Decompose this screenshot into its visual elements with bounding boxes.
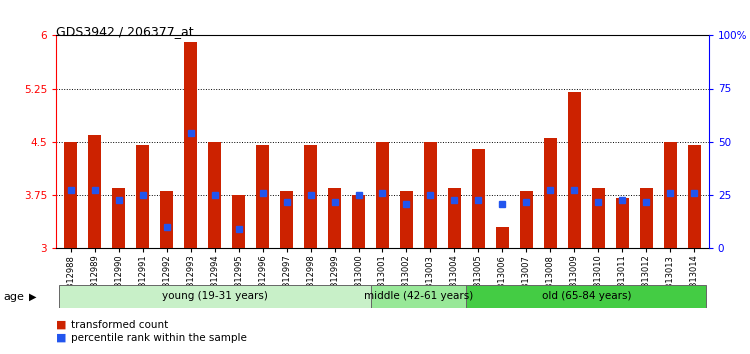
Bar: [184, 42, 197, 248]
Bar: [448, 188, 461, 248]
Bar: [304, 145, 317, 248]
Text: ▶: ▶: [28, 292, 36, 302]
FancyBboxPatch shape: [370, 285, 466, 308]
Text: GDS3942 / 206377_at: GDS3942 / 206377_at: [56, 25, 194, 38]
Bar: [400, 191, 413, 248]
Bar: [568, 92, 581, 248]
Bar: [88, 135, 101, 248]
Bar: [208, 142, 221, 248]
Text: young (19-31 years): young (19-31 years): [162, 291, 268, 302]
Bar: [688, 145, 701, 248]
Text: middle (42-61 years): middle (42-61 years): [364, 291, 473, 302]
Bar: [664, 142, 677, 248]
FancyBboxPatch shape: [58, 285, 370, 308]
Bar: [352, 195, 365, 248]
Bar: [64, 142, 77, 248]
Bar: [280, 191, 293, 248]
Bar: [256, 145, 269, 248]
Bar: [520, 191, 533, 248]
Bar: [136, 145, 149, 248]
Bar: [160, 191, 173, 248]
Bar: [424, 142, 437, 248]
Bar: [640, 188, 653, 248]
Bar: [472, 149, 485, 248]
FancyBboxPatch shape: [466, 285, 706, 308]
Text: percentile rank within the sample: percentile rank within the sample: [71, 333, 248, 343]
Bar: [232, 195, 245, 248]
Text: ■: ■: [56, 320, 67, 330]
Text: ■: ■: [56, 333, 67, 343]
Bar: [496, 227, 509, 248]
Bar: [544, 138, 557, 248]
Text: transformed count: transformed count: [71, 320, 169, 330]
Bar: [592, 188, 605, 248]
Text: old (65-84 years): old (65-84 years): [542, 291, 632, 302]
Bar: [328, 188, 341, 248]
Bar: [376, 142, 389, 248]
Text: age: age: [4, 292, 25, 302]
Bar: [112, 188, 125, 248]
Bar: [616, 198, 629, 248]
